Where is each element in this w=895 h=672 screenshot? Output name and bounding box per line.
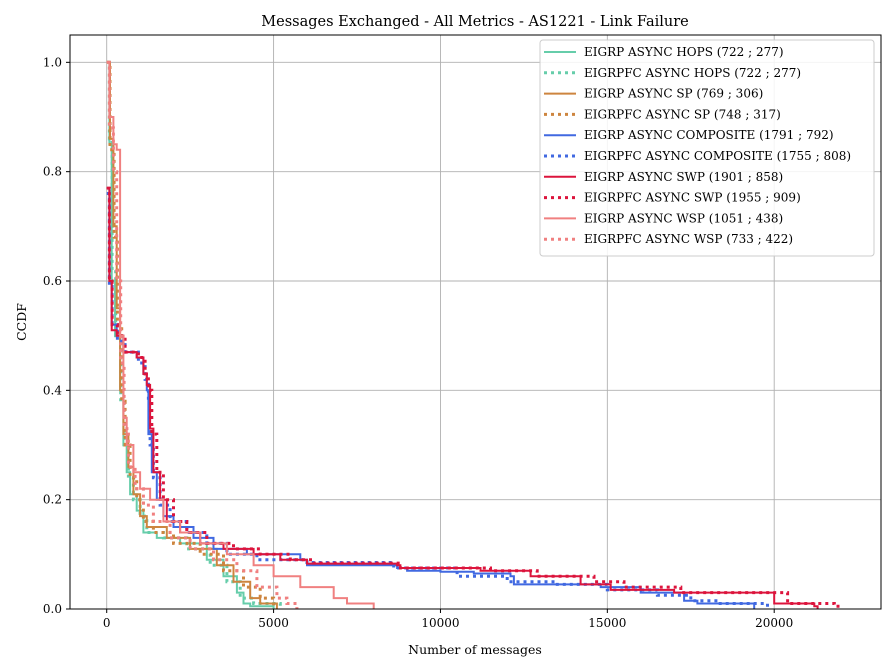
legend-label: EIGRP ASYNC COMPOSITE (1791 ; 792): [584, 128, 834, 142]
series-line-10: [106, 60, 299, 609]
x-tick-label: 15000: [588, 616, 626, 630]
legend-label: EIGRPFC ASYNC HOPS (722 ; 277): [584, 66, 801, 80]
y-axis-title: CCDF: [14, 303, 29, 341]
x-tick-label: 20000: [755, 616, 793, 630]
series-line-9: [106, 61, 375, 609]
legend-label: EIGRP ASYNC HOPS (722 ; 277): [584, 45, 784, 59]
legend-label: EIGRPFC ASYNC SP (748 ; 317): [584, 107, 781, 121]
x-tick-label: 10000: [421, 616, 459, 630]
series-layer: [106, 60, 843, 609]
y-tick-label: 0.0: [43, 602, 62, 616]
x-tick-label: 5000: [258, 616, 289, 630]
legend-label: EIGRPFC ASYNC COMPOSITE (1755 ; 808): [584, 149, 851, 163]
legend-label: EIGRPFC ASYNC SWP (1955 ; 909): [584, 191, 801, 205]
x-axis-title: Number of messages: [408, 642, 542, 657]
legend-label: EIGRP ASYNC SWP (1901 ; 858): [584, 170, 783, 184]
y-tick-label: 1.0: [43, 55, 62, 69]
y-tick-label: 0.4: [43, 383, 62, 397]
x-axis: 0 5000 10000 15000 20000: [103, 609, 793, 630]
legend-label: EIGRPFC ASYNC WSP (733 ; 422): [584, 232, 793, 246]
chart-title: Messages Exchanged - All Metrics - AS122…: [261, 14, 688, 30]
legend: EIGRP ASYNC HOPS (722 ; 277) EIGRPFC ASYN…: [539, 39, 875, 257]
y-axis: 0.0 0.2 0.4 0.6 0.8 1.0: [43, 55, 70, 616]
x-tick-label: 0: [103, 616, 111, 630]
legend-label: EIGRP ASYNC WSP (1051 ; 438): [584, 211, 783, 225]
y-tick-label: 0.6: [43, 274, 62, 288]
y-tick-label: 0.2: [43, 493, 62, 507]
y-tick-label: 0.8: [43, 165, 62, 179]
plot-frame: [69, 34, 882, 610]
legend-label: EIGRP ASYNC SP (769 ; 306): [584, 87, 763, 101]
legend-frame: [539, 39, 875, 257]
series-line-3: [106, 61, 278, 609]
